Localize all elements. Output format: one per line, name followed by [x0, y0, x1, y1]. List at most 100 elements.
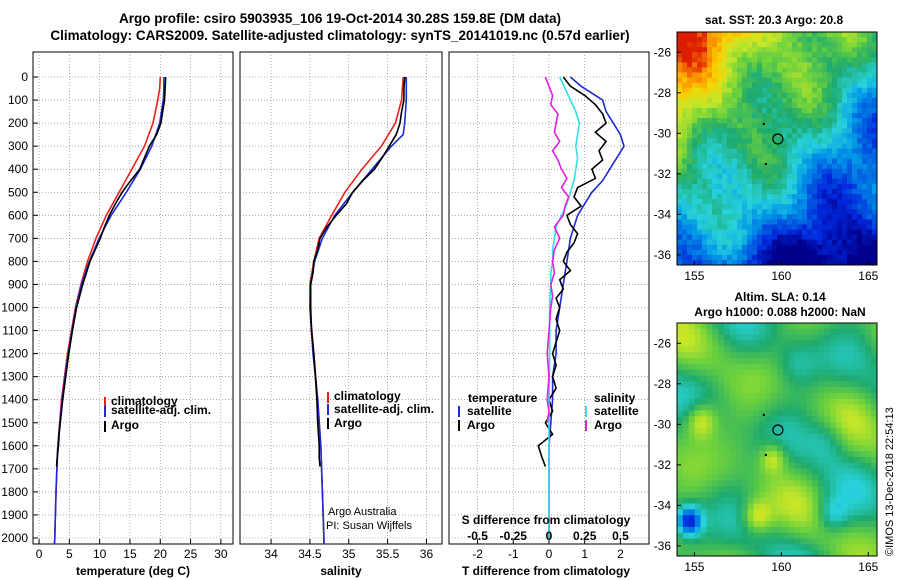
- sst-cell: [772, 102, 778, 109]
- sla-cell: [871, 410, 877, 417]
- sla-cell: [700, 433, 707, 440]
- legend-salinity-title: salinity: [594, 391, 636, 405]
- sla-cell: [747, 526, 754, 534]
- sla-cell: [712, 497, 719, 504]
- sst-cell: [867, 173, 873, 180]
- sla-cell: [806, 550, 813, 556]
- sla-cell: [835, 369, 843, 376]
- sla-cell: [800, 462, 807, 470]
- sla-cell: [724, 451, 731, 458]
- sst-cell: [857, 128, 863, 134]
- sla-cell: [753, 468, 760, 475]
- sla-cell: [824, 334, 831, 341]
- salinity-xtick-label: 34: [264, 547, 278, 561]
- sla-cell: [747, 357, 754, 365]
- sst-cell: [867, 209, 873, 215]
- sla-cell: [759, 323, 766, 330]
- sst-cell: [842, 158, 848, 165]
- sst-cell: [722, 189, 728, 195]
- sla-cell: [747, 381, 754, 388]
- sla-cell: [788, 474, 796, 481]
- sla-cell: [788, 462, 796, 470]
- sst-cell: [827, 148, 833, 154]
- sst-cell: [822, 113, 828, 119]
- sst-cell: [837, 92, 843, 99]
- sla-xtick-label: 165: [858, 560, 878, 574]
- sst-cell: [862, 113, 868, 119]
- sst-cell: [797, 118, 803, 124]
- sst-cell: [837, 204, 843, 210]
- sla-cell: [812, 550, 819, 556]
- sla-cell: [859, 550, 866, 556]
- sst-cell: [857, 118, 863, 124]
- sla-cell: [765, 381, 772, 388]
- sla-cell: [759, 404, 766, 411]
- sst-cell: [827, 47, 833, 53]
- sla-cell: [712, 486, 719, 493]
- sst-cell: [792, 224, 798, 230]
- sla-cell: [718, 486, 725, 493]
- sla-cell: [747, 486, 754, 493]
- sst-cell: [752, 128, 758, 134]
- sla-cell: [824, 416, 831, 423]
- sla-cell: [812, 474, 819, 481]
- sst-cell: [722, 163, 728, 170]
- sst-cell: [692, 72, 698, 78]
- sla-cell: [677, 491, 684, 499]
- sst-cell: [687, 138, 693, 144]
- sst-cell: [687, 199, 693, 205]
- sst-cell: [677, 244, 683, 251]
- sst-cell: [817, 37, 823, 43]
- sst-cell: [822, 183, 828, 190]
- sla-cell: [688, 398, 696, 405]
- sst-cell: [822, 52, 828, 58]
- sst-cell: [762, 67, 768, 73]
- sst-cell: [707, 123, 713, 129]
- sla-cell: [706, 392, 713, 400]
- sla-cell: [677, 410, 684, 417]
- sst-cell: [842, 224, 848, 230]
- sst-cell: [852, 123, 858, 129]
- sla-cell: [800, 427, 807, 435]
- sla-cell: [812, 532, 819, 539]
- sst-cell: [872, 204, 877, 210]
- sla-cell: [741, 480, 748, 487]
- sla-cell: [759, 509, 766, 516]
- sst-cell: [732, 259, 738, 265]
- sst-cell: [697, 92, 703, 99]
- sst-cell: [847, 229, 853, 236]
- sst-cell: [802, 259, 808, 265]
- sst-cell: [787, 163, 793, 170]
- sst-cell: [817, 183, 823, 190]
- sst-cell: [852, 133, 858, 139]
- sla-cell: [741, 352, 748, 359]
- sst-cell: [697, 148, 703, 154]
- sla-cell: [729, 323, 737, 330]
- sst-cell: [857, 189, 863, 195]
- sst-cell: [832, 194, 838, 200]
- sst-cell: [772, 244, 778, 251]
- sla-cell: [812, 410, 819, 417]
- sla-cell: [871, 445, 877, 452]
- sla-cell: [812, 357, 819, 365]
- sla-cell: [724, 398, 731, 405]
- sla-cell: [724, 433, 731, 440]
- sla-cell: [794, 363, 801, 370]
- sla-cell: [829, 468, 837, 475]
- sst-cell: [752, 97, 758, 104]
- sst-cell: [682, 189, 688, 195]
- sst-cell: [697, 153, 703, 160]
- sla-cell: [865, 474, 872, 481]
- sla-cell: [682, 503, 690, 510]
- sst-cell: [767, 37, 773, 43]
- sla-cell: [853, 357, 860, 365]
- sst-cell: [837, 219, 843, 225]
- sla-cell: [688, 550, 696, 556]
- sst-cell: [807, 57, 813, 63]
- sst-cell: [737, 259, 743, 265]
- sst-cell: [827, 214, 833, 220]
- sst-cell: [697, 62, 703, 68]
- sst-cell: [782, 118, 788, 124]
- sla-cell: [753, 526, 760, 534]
- sst-cell: [772, 254, 778, 261]
